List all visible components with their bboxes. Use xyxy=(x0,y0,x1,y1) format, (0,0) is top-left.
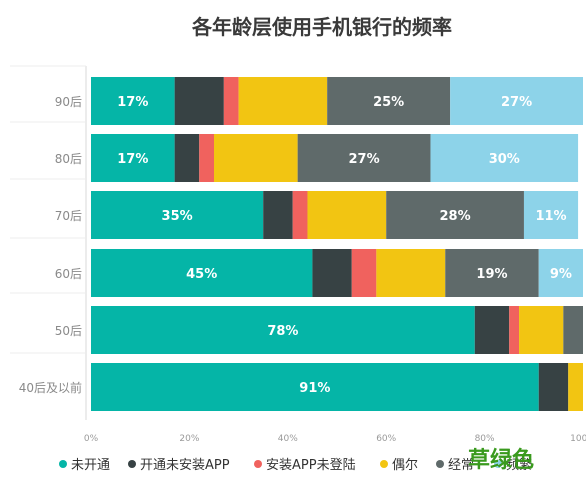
legend-label: 偶尔 xyxy=(392,458,418,473)
data-label: 91% xyxy=(299,381,330,396)
bar-segment xyxy=(386,191,524,239)
bar-segment xyxy=(292,191,308,239)
bar-segment xyxy=(445,249,539,297)
x-tick-label: 60% xyxy=(376,434,396,444)
legend-marker xyxy=(494,460,502,468)
data-label: 30% xyxy=(489,152,520,167)
legend-marker xyxy=(128,460,136,468)
bar-segment xyxy=(376,249,446,297)
bar-segment xyxy=(450,77,583,125)
bar-segment xyxy=(351,249,377,297)
bar-segment xyxy=(263,191,293,239)
bar-segment xyxy=(312,249,352,297)
watermark-text: 草绿色 xyxy=(468,448,535,473)
x-tick-label: 100% xyxy=(570,434,586,444)
legend-marker xyxy=(59,460,67,468)
category-label: 70后 xyxy=(55,209,82,223)
data-label: 19% xyxy=(476,267,507,282)
legend-marker xyxy=(380,460,388,468)
category-label: 80后 xyxy=(55,152,82,166)
data-label: 17% xyxy=(117,152,148,167)
bar-segment xyxy=(174,134,200,182)
data-label: 78% xyxy=(267,324,298,339)
data-label: 11% xyxy=(535,209,566,224)
bar-segment xyxy=(91,306,475,354)
data-label: 27% xyxy=(501,95,532,110)
data-label: 35% xyxy=(162,209,193,224)
bar-segment xyxy=(568,363,583,411)
bar-segment xyxy=(509,306,520,354)
bar-segment xyxy=(91,134,175,182)
category-label: 60后 xyxy=(55,267,82,281)
legend-label: 安装APP未登陆 xyxy=(266,457,356,473)
x-tick-label: 40% xyxy=(278,434,298,444)
bar-segment xyxy=(327,77,451,125)
data-label: 27% xyxy=(348,152,379,167)
bar-segment xyxy=(214,134,298,182)
bar-segment xyxy=(91,191,264,239)
bar-segment xyxy=(563,306,583,354)
data-label: 28% xyxy=(440,209,471,224)
category-label: 40后及以前 xyxy=(19,380,82,395)
legend-label: 开通未安装APP xyxy=(140,458,230,473)
bar-segment xyxy=(519,306,564,354)
x-tick-label: 80% xyxy=(475,434,495,444)
bar-segment xyxy=(538,249,583,297)
bar-segment xyxy=(297,134,431,182)
bar-segment xyxy=(523,191,579,239)
bar-segment xyxy=(91,363,539,411)
x-tick-label: 20% xyxy=(179,434,199,444)
legend-label: 经常 xyxy=(448,458,474,473)
chart-title: 各年龄层使用手机银行的频率 xyxy=(191,15,452,39)
bar-segment xyxy=(91,77,175,125)
bar-segment xyxy=(91,249,313,297)
category-label: 50后 xyxy=(55,324,82,338)
bar-segment xyxy=(223,77,239,125)
x-tick-label: 0% xyxy=(84,434,99,444)
legend-label: 未开通 xyxy=(71,458,110,473)
data-label: 9% xyxy=(550,267,572,282)
bar-segment xyxy=(430,134,579,182)
bar-segment xyxy=(307,191,387,239)
bar-segment xyxy=(199,134,214,182)
data-label: 17% xyxy=(117,95,148,110)
bar-segment xyxy=(538,363,569,411)
bar-segment xyxy=(238,77,328,125)
bar-segment xyxy=(474,306,510,354)
data-label: 25% xyxy=(373,95,404,110)
legend-marker xyxy=(254,460,262,468)
legend-marker xyxy=(436,460,444,468)
data-label: 45% xyxy=(186,267,217,282)
legend-label: 频繁 xyxy=(506,457,532,473)
bar-segment xyxy=(174,77,224,125)
category-label: 90后 xyxy=(55,95,82,109)
